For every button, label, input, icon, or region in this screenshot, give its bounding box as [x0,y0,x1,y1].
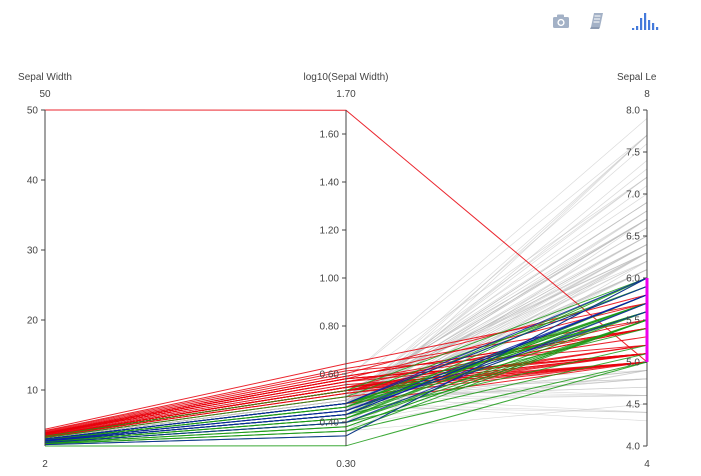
axis-range-max: 8 [644,89,650,100]
axis-range-min: 0.30 [336,459,356,470]
axis-tick-label: 1.20 [320,226,340,237]
axis-tick-label: 7.0 [626,190,640,201]
axis-1[interactable]: log10(Sepal Width) 1.70 0.30 0.40 0.60 0.80 1.… [303,72,388,470]
axis-tick-label: 50 [27,106,39,117]
axis-tick-label: 40 [27,176,39,187]
axis-2[interactable]: Sepal Le 8 4 4.0 4.5 5.0 5.5 6.0 6.5 7.0 7.5 8.0 [617,72,657,470]
constraint-range-bar[interactable] [645,278,649,362]
axis-tick-label: 0.40 [320,418,340,429]
axis-tick-label: 20 [27,316,39,327]
axis-tick-label: 8.0 [626,106,640,117]
axis-tick-label: 1.60 [320,130,340,141]
axis-title[interactable]: log10(Sepal Width) [303,72,388,83]
axis-tick-label: 4.0 [626,442,640,453]
axis-tick-label: 10 [27,386,39,397]
modebar [550,10,659,32]
axis-title[interactable]: Sepal Le [617,72,657,83]
axis-tick-label: 6.0 [626,274,640,285]
axis-tick-label: 30 [27,246,39,257]
edit-in-chart-studio-icon[interactable] [586,10,608,32]
plotly-logo-icon[interactable] [632,10,659,32]
axis-tick-label: 1.40 [320,178,340,189]
axis-0[interactable]: Sepal Width 50 2 10 20 30 40 50 [18,72,72,470]
axis-tick-label: 0.80 [320,322,340,333]
axes-layer: Sepal Width 50 2 10 20 30 40 50 log10(Sepal Widt… [18,72,657,470]
axis-range-max: 1.70 [336,89,356,100]
axis-tick-label: 1.00 [320,274,340,285]
axis-range-min: 2 [42,459,48,470]
axis-title[interactable]: Sepal Width [18,72,72,83]
axis-range-max: 50 [39,89,51,100]
axis-tick-label: 5.0 [626,358,640,369]
axis-tick-label: 5.5 [626,316,640,327]
axis-tick-label: 4.5 [626,400,640,411]
axis-tick-label: 7.5 [626,148,640,159]
axis-range-min: 4 [644,459,650,470]
axis-tick-label: 6.5 [626,232,640,243]
axis-tick-label: 0.60 [320,370,340,381]
camera-icon[interactable] [550,10,572,32]
